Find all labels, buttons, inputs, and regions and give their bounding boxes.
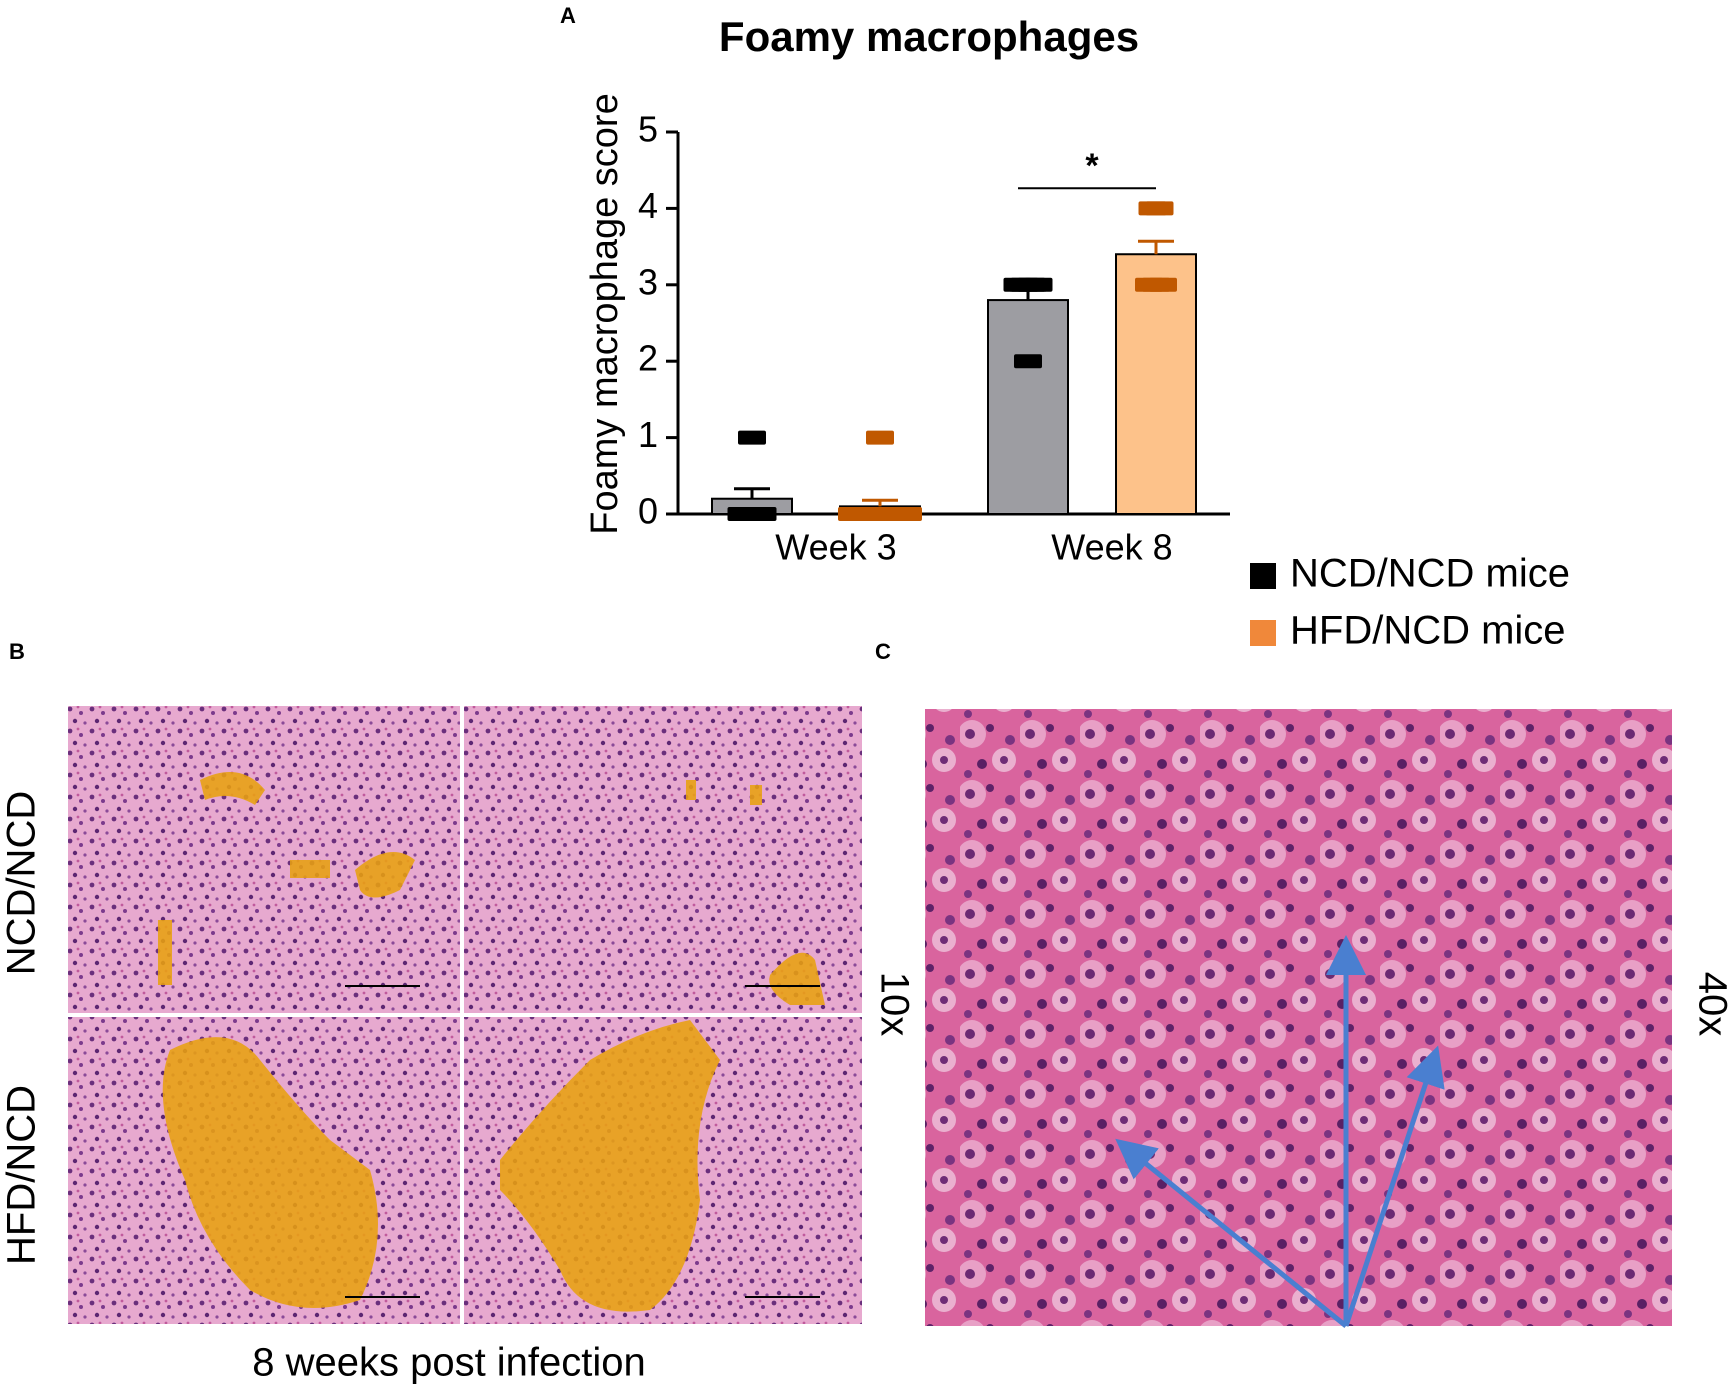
row-label: NCD/NCD [0,791,44,975]
y-tick-label: 4 [638,185,658,226]
data-point [738,430,766,445]
legend-swatch [1250,563,1276,589]
caption: 8 weeks post infection [252,1341,646,1385]
data-point [866,430,894,445]
data-point [748,507,777,521]
magnification: 40x [1690,972,1730,1037]
y-tick-label: 3 [638,261,658,302]
highlight [158,772,825,1312]
data-point [1024,277,1053,292]
scale-bar [345,985,820,1298]
error-bar [862,498,898,507]
data-point [1014,354,1042,369]
micrograph [925,709,1672,1326]
legend-label: HFD/NCD mice [1290,609,1566,653]
magnification: 10x [872,972,916,1037]
panel-label: B [9,639,25,664]
chart-title: Foamy macrophages [719,13,1139,60]
histology-b [68,706,862,1324]
y-tick-label: 1 [638,414,658,455]
histology-c [925,709,1672,1328]
y-axis-label: Foamy macrophage score [584,93,626,534]
y-tick-label: 5 [638,109,658,150]
data-point [1149,277,1177,292]
y-tick-label: 0 [638,491,658,532]
data-point [894,507,922,521]
legend-swatch [1250,620,1276,646]
x-tick-label: Week 8 [1051,527,1172,568]
bar [1115,253,1197,516]
panel-label: A [560,3,576,28]
panel-label: C [875,639,891,664]
error-bar [1138,239,1174,255]
legend-label: NCD/NCD mice [1290,552,1570,596]
row-label: HFD/NCD [0,1085,44,1265]
arrow [1115,935,1445,1328]
significance-label: * [1085,147,1099,185]
bar [987,299,1069,515]
data-point [1145,201,1174,216]
error-bar [734,487,770,499]
y-tick-label: 2 [638,338,658,379]
x-tick-label: Week 3 [775,527,896,568]
